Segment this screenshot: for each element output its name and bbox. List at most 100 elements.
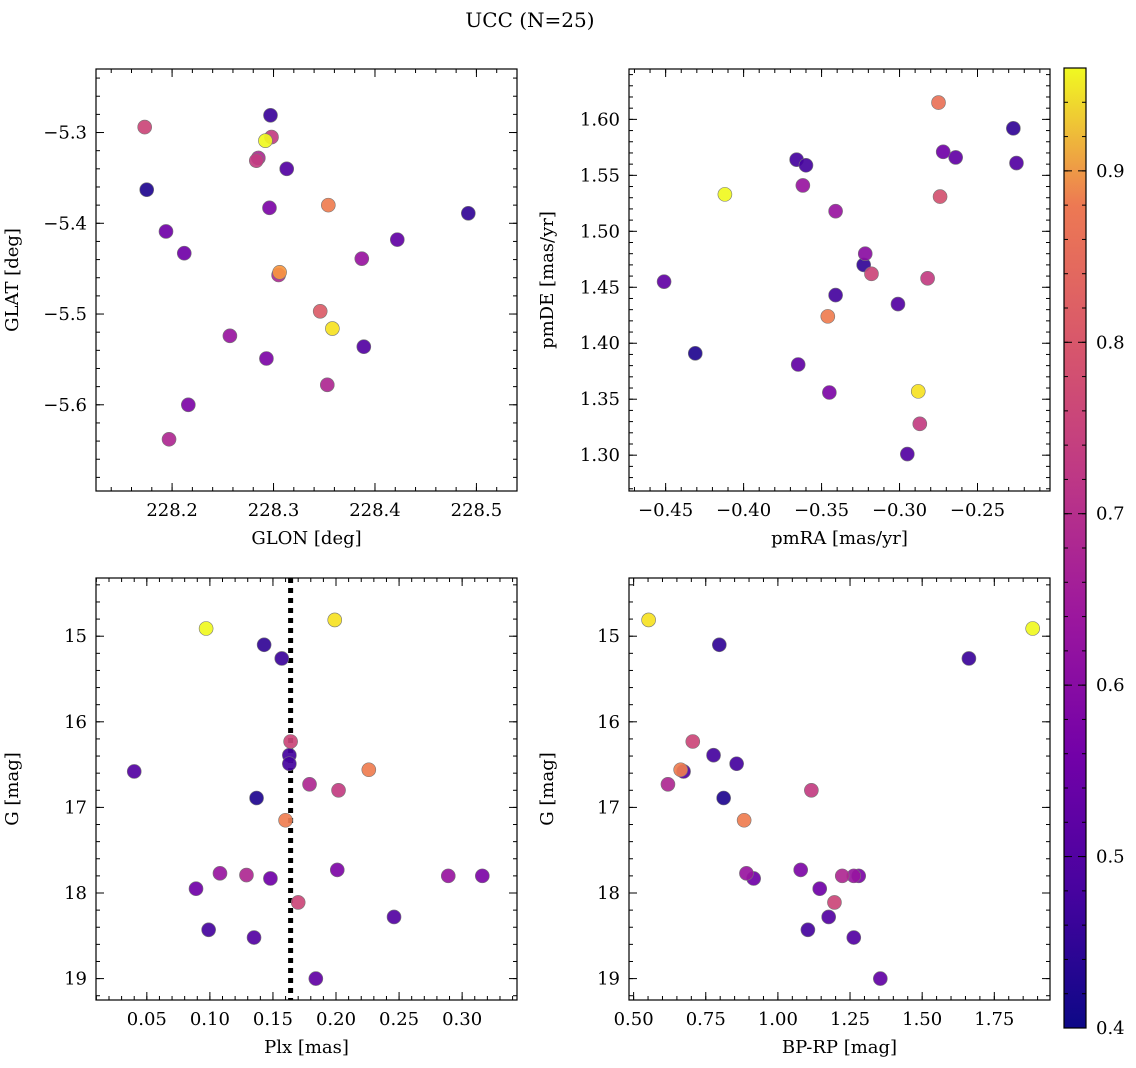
scatter-point bbox=[873, 971, 888, 986]
colorbar-tick-label: 0.6 bbox=[1096, 675, 1125, 696]
y-tick-label: 1.30 bbox=[580, 445, 620, 466]
x-tick-label: 0.50 bbox=[614, 1009, 654, 1030]
scatter-point bbox=[139, 182, 155, 198]
scatter-point bbox=[283, 734, 298, 749]
scatter-point bbox=[920, 271, 935, 286]
scatter-point bbox=[282, 756, 297, 772]
scatter-point bbox=[804, 782, 819, 798]
scatter-point bbox=[641, 612, 656, 628]
scatter-point bbox=[176, 245, 192, 261]
colorbar-tick-label: 0.5 bbox=[1096, 847, 1125, 868]
scatter-point bbox=[834, 868, 850, 884]
scatter-point bbox=[795, 178, 811, 193]
scatter-point bbox=[820, 309, 836, 324]
y-tick-label: 17 bbox=[64, 797, 87, 818]
scatter-point bbox=[258, 133, 273, 148]
scatter-point bbox=[1009, 155, 1024, 171]
colorbar-tick-label: 0.9 bbox=[1096, 161, 1125, 182]
scatter-point bbox=[793, 862, 808, 878]
subplot-1: 228.2 228.3 228.4 228.5 −5.3 −5.4 −5.5 −5.6 GLON… bbox=[2, 68, 518, 549]
scatter-point bbox=[717, 187, 733, 202]
y-tick-label: 1.40 bbox=[580, 333, 620, 354]
x-tick-label: 0.25 bbox=[379, 1009, 419, 1030]
scatter-point bbox=[685, 734, 701, 749]
scatter-point bbox=[798, 157, 814, 173]
scatter-point bbox=[188, 881, 204, 897]
scatter-point bbox=[327, 612, 343, 628]
subplot-4: 0.50 0.75 1.00 1.25 1.50 1.75 15 16 17 18 19 BP-RP … bbox=[537, 577, 1051, 1058]
scatter-point bbox=[822, 385, 837, 400]
scatter-point bbox=[931, 95, 946, 110]
y-tick-label: 16 bbox=[597, 712, 620, 733]
x-tick-label: 228.4 bbox=[349, 500, 401, 521]
scatter-point bbox=[857, 246, 873, 261]
colorbar-tick-label: 0.8 bbox=[1096, 332, 1125, 353]
scatter-point bbox=[272, 264, 287, 280]
scatter-point bbox=[248, 153, 264, 168]
scatter-point bbox=[246, 930, 262, 945]
scatter-point bbox=[158, 224, 174, 239]
y-tick-label: 1.35 bbox=[580, 389, 620, 410]
scatter-point bbox=[827, 895, 842, 910]
scatter-point bbox=[263, 107, 278, 123]
x-tick-label: 1.25 bbox=[830, 1009, 870, 1030]
y-tick-label: 15 bbox=[597, 626, 620, 647]
scatter-point bbox=[687, 346, 703, 361]
scatter-point bbox=[864, 266, 879, 282]
scatter-point bbox=[126, 764, 142, 779]
scatter-point bbox=[706, 747, 721, 763]
x-axis-label: Plx [mas] bbox=[264, 1037, 349, 1058]
y-tick-label: 18 bbox=[64, 883, 87, 904]
scatter-point bbox=[739, 866, 754, 881]
axes-frame bbox=[628, 577, 1051, 1001]
x-tick-label: 0.20 bbox=[316, 1009, 356, 1030]
scatter-point bbox=[302, 776, 317, 792]
x-tick-label: −0.35 bbox=[794, 500, 849, 521]
scatter-point bbox=[325, 321, 340, 336]
y-axis-label: pmDE [mas/yr] bbox=[537, 211, 558, 349]
scatter-point bbox=[259, 351, 274, 366]
scatter-point bbox=[673, 762, 688, 778]
y-tick-label: 1.60 bbox=[580, 109, 620, 130]
scatter-point bbox=[321, 197, 336, 213]
x-axis-label: pmRA [mas/yr] bbox=[771, 528, 908, 549]
colorbar-gradient bbox=[1064, 68, 1086, 1028]
scatter-point bbox=[935, 144, 951, 160]
scatter-point bbox=[312, 304, 328, 319]
scatter-point bbox=[389, 232, 405, 247]
y-tick-label: −5.5 bbox=[43, 304, 87, 325]
subplot-2: −0.45 −0.40 −0.35 −0.30 −0.25 1.30 1.35 1.40 1.4… bbox=[537, 68, 1051, 549]
scatter-point bbox=[356, 339, 372, 355]
x-tick-label: 0.15 bbox=[253, 1009, 293, 1030]
scatter-point bbox=[137, 119, 152, 135]
scatter-point bbox=[948, 150, 963, 165]
scatter-point bbox=[729, 756, 744, 772]
y-tick-label: 19 bbox=[64, 969, 87, 990]
y-tick-label: 1.45 bbox=[580, 277, 620, 298]
scatter-point bbox=[736, 812, 752, 828]
scatter-point bbox=[278, 812, 293, 828]
scatter-point bbox=[910, 384, 926, 399]
scatter-point bbox=[274, 651, 290, 666]
scatter-point bbox=[279, 161, 295, 177]
y-axis-label: G [mag] bbox=[2, 752, 23, 825]
y-tick-label: −5.3 bbox=[43, 123, 87, 144]
scatter-point bbox=[354, 251, 370, 266]
scatter-point bbox=[249, 790, 264, 806]
y-tick-label: 1.55 bbox=[580, 165, 620, 186]
colorbar-frame bbox=[1063, 67, 1087, 1029]
scatter-point bbox=[821, 909, 836, 925]
x-tick-label: 228.2 bbox=[146, 500, 198, 521]
x-tick-label: 228.5 bbox=[451, 500, 503, 521]
scatter-point bbox=[932, 189, 948, 204]
x-tick-label: 0.10 bbox=[190, 1009, 230, 1030]
scatter-point bbox=[361, 762, 377, 778]
x-tick-label: 0.05 bbox=[127, 1009, 167, 1030]
scatter-point bbox=[900, 446, 915, 462]
subplot-3: 0.05 0.10 0.15 0.20 0.25 0.30 15 16 17 18 19 Plx [m… bbox=[2, 577, 518, 1058]
scatter-point bbox=[212, 866, 228, 881]
scatter-point bbox=[256, 637, 272, 653]
scatter-point bbox=[161, 431, 177, 447]
figure-title: UCC (N=25) bbox=[465, 8, 594, 32]
scatter-point bbox=[201, 922, 216, 938]
